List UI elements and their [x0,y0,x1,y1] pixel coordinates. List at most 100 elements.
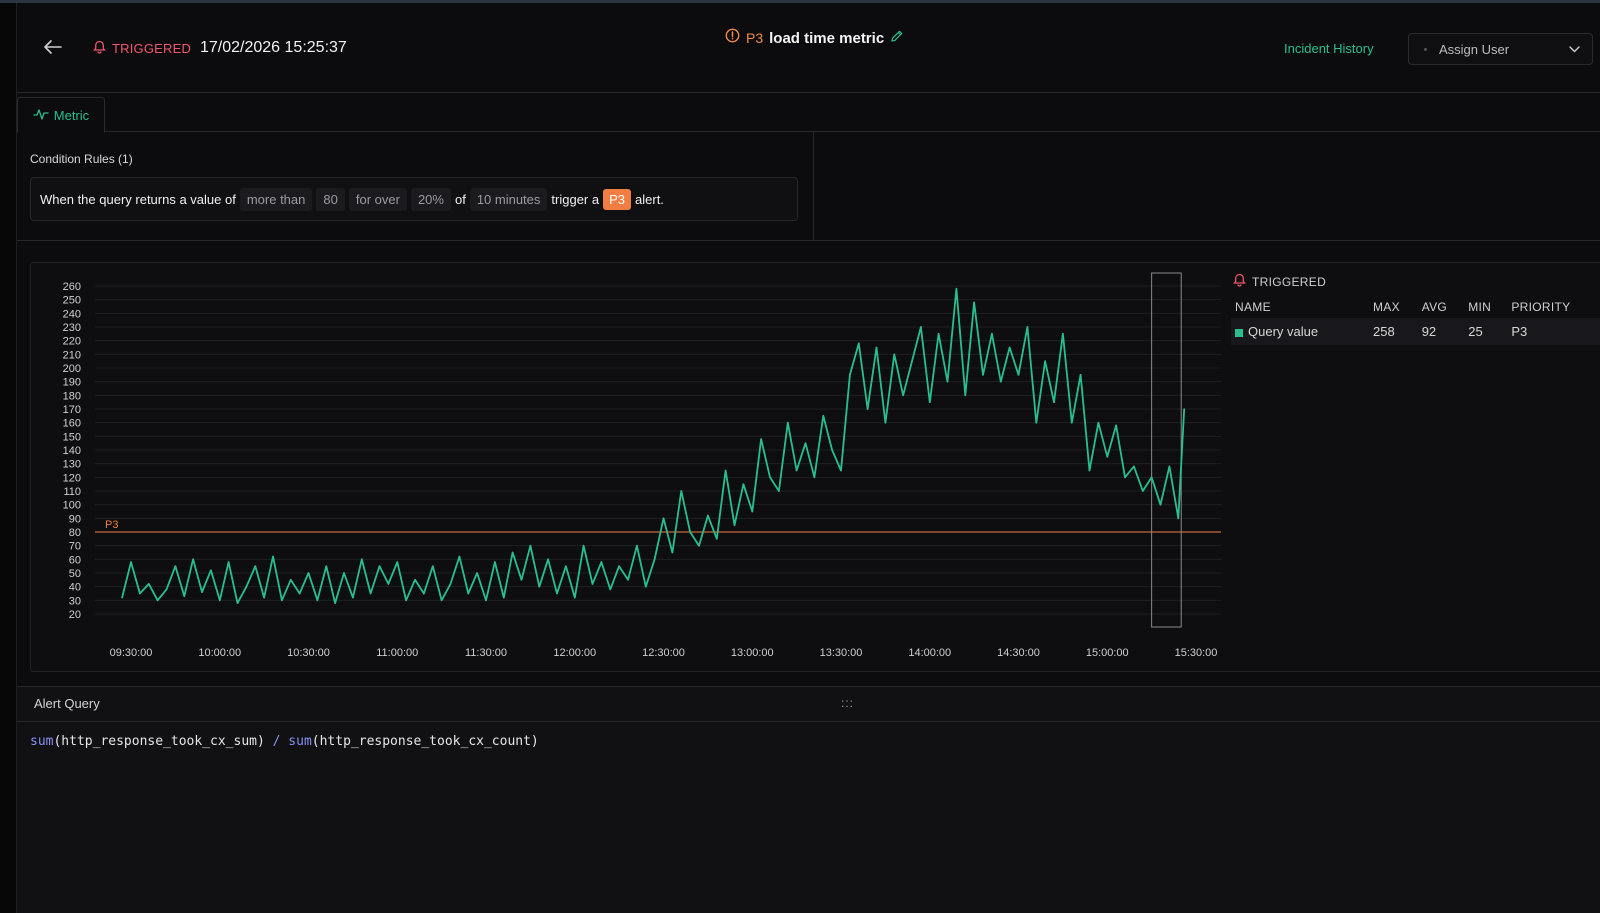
data-point [511,551,514,554]
data-point [937,333,940,335]
incident-history-link[interactable]: Incident History [1284,41,1374,56]
data-point [494,561,496,563]
legend-row[interactable]: Query value 258 92 25 P3 [1231,318,1600,345]
data-point [946,380,949,383]
left-rail [0,3,17,913]
data-point [289,579,292,581]
data-point [316,599,319,602]
data-point [715,538,718,540]
assign-user-select[interactable]: Assign User [1408,33,1593,65]
x-tick-label: 14:00:00 [908,647,951,659]
series-line-query-value [121,287,1186,605]
legend-status-text: TRIGGERED [1252,274,1327,289]
data-point [165,588,168,591]
data-point [139,592,141,595]
alert-query-editor[interactable]: sum(http_response_took_cx_sum) / sum(htt… [17,722,1600,913]
legend-col-min: MIN [1468,300,1492,314]
x-tick-label: 12:30:00 [642,647,685,659]
y-tick-label: 170 [63,404,81,416]
x-tick-label: 14:30:00 [997,647,1040,659]
legend-priority: P3 [1507,318,1600,345]
data-point [263,596,265,599]
back-button[interactable] [41,37,65,61]
data-point [396,561,399,563]
condition-rules-title: Condition Rules (1) [30,152,133,166]
data-point [1168,465,1171,468]
data-point [343,572,345,574]
data-point [1062,333,1064,335]
legend-col-avg: AVG [1421,300,1448,314]
y-tick-label: 200 [63,363,81,375]
x-tick-label: 15:00:00 [1086,647,1129,659]
query-code: sum(http_response_took_cx_sum) / sum(htt… [30,734,539,749]
data-point [999,380,1002,383]
condition-rule: When the query returns a value of more t… [30,177,798,221]
rule-for-over: for over [348,187,407,211]
user-dot-icon [1424,47,1427,51]
y-tick-label: 160 [63,418,81,430]
data-point [582,544,585,547]
data-point [857,342,860,345]
data-point [804,442,807,444]
rule-prefix: When the query returns a value of [40,191,236,207]
triggered-datetime: 17/02/2026 15:25:37 [200,39,347,56]
y-tick-label: 130 [63,459,81,471]
query-operator: / [272,734,281,749]
y-tick-label: 190 [63,377,81,389]
data-point [1183,408,1185,410]
y-tick-label: 100 [63,500,81,512]
data-point [742,483,745,485]
data-point [414,579,416,581]
data-point [982,374,984,376]
data-point [973,301,975,304]
data-point [476,572,478,574]
data-point [467,592,470,595]
resize-grip-icon[interactable]: ::: [841,696,855,710]
bell-icon [93,40,106,57]
incident-header: TRIGGERED 17/02/2026 15:25:37 P3 load ti… [17,3,1600,93]
legend-series-name: Query value [1231,318,1369,345]
data-point [884,421,887,424]
data-point [556,592,558,595]
data-point [236,602,239,604]
title-text: load time metric [769,29,885,47]
condition-side-panel [814,132,1600,241]
data-point [334,602,336,604]
data-point [813,476,816,479]
edit-pencil-icon[interactable] [890,29,904,48]
data-point [893,353,896,356]
data-point [254,565,257,567]
y-tick-label: 230 [63,322,81,334]
x-tick-label: 12:00:00 [553,647,596,659]
data-point [1159,503,1162,506]
data-point [644,585,647,588]
query-fn-1: sum [30,734,54,749]
x-tick-label: 13:30:00 [820,647,863,659]
data-point [760,438,762,440]
y-tick-label: 50 [69,568,81,580]
y-tick-label: 240 [63,308,81,320]
tab-metric[interactable]: Metric [17,97,105,133]
data-point [1115,424,1117,427]
x-tick-label: 09:30:00 [110,647,153,659]
data-point [1079,374,1082,376]
y-tick-label: 220 [63,336,81,348]
data-point [431,565,434,567]
data-point [281,599,283,602]
title-priority: P3 [746,30,764,46]
data-point [591,583,594,585]
data-point [1008,346,1011,349]
data-point [733,524,736,526]
y-tick-label: 40 [69,582,81,594]
data-point [147,583,150,585]
data-point [618,565,620,567]
data-point [822,415,825,417]
data-point [1035,421,1038,424]
rule-threshold: 80 [316,187,345,211]
y-tick-label: 60 [69,554,81,566]
data-point [378,565,381,567]
data-point [485,599,487,602]
rule-trigger: trigger a [551,191,600,207]
data-point [449,583,452,585]
